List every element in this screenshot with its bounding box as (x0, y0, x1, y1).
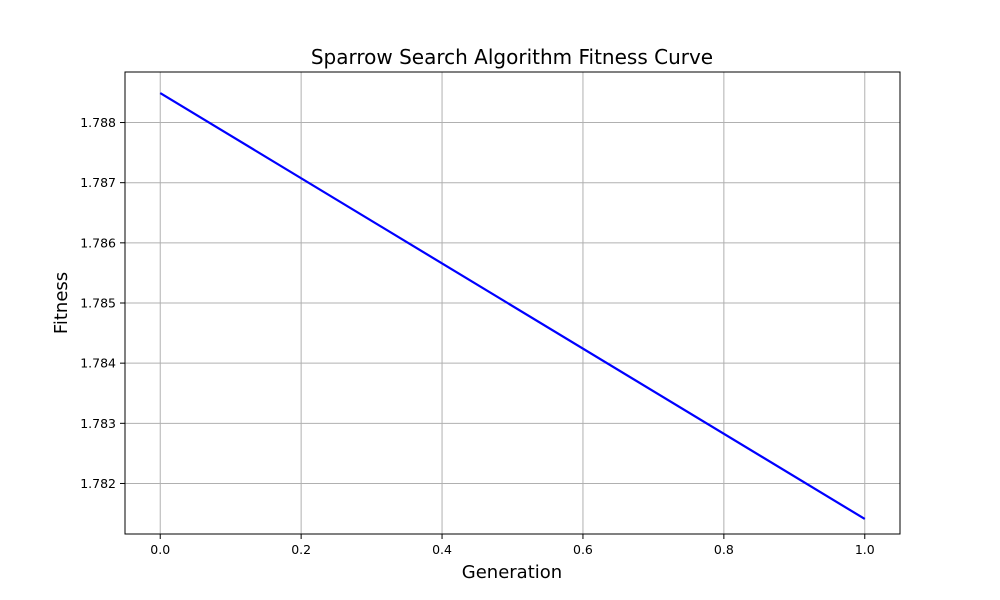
y-tick-label: 1.784 (80, 356, 116, 371)
x-tick-label: 0.0 (150, 542, 170, 557)
y-axis-label: Fitness (51, 272, 72, 334)
fitness-series-line (159, 92, 866, 520)
y-tick-label: 1.787 (80, 175, 116, 190)
y-tick-label: 1.788 (80, 115, 116, 130)
y-tick-label: 1.783 (80, 416, 116, 431)
x-axis-label: Generation (462, 562, 562, 583)
y-tick-label: 1.786 (80, 235, 116, 250)
series-layer (159, 92, 866, 520)
chart-title: Sparrow Search Algorithm Fitness Curve (311, 45, 713, 69)
x-tick-label: 0.8 (714, 542, 734, 557)
x-tick-label: 0.6 (573, 542, 593, 557)
x-tick-label: 0.2 (291, 542, 311, 557)
axis-ticks: 0.0 0.2 0.4 0.6 0.8 1.0 1.782 1.783 1.784 1.785 1.… (80, 115, 875, 557)
y-tick-label: 1.785 (80, 296, 116, 311)
x-tick-label: 1.0 (855, 542, 875, 557)
grid-lines (125, 72, 900, 534)
x-tick-label: 0.4 (432, 542, 452, 557)
y-tick-label: 1.782 (80, 476, 116, 491)
